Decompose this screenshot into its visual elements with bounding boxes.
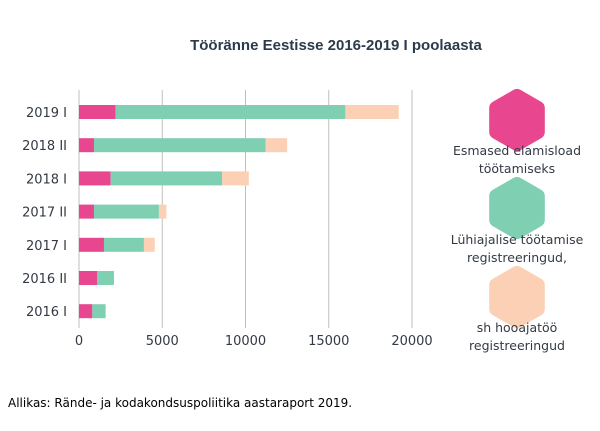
bar-segment-1: [79, 204, 94, 219]
x-tick-label: 5000: [146, 334, 179, 349]
bars: [79, 105, 399, 319]
x-tick-label: 10000: [225, 334, 266, 349]
grid-lines: [78, 90, 413, 328]
bar-segment-3: [143, 237, 155, 252]
bar-segment-1: [79, 237, 104, 252]
bar-segment-2: [103, 237, 144, 252]
legend-swatch-3: [489, 266, 545, 328]
bar-segment-2: [115, 105, 346, 119]
legend: Esmased elamisload töötamiseks Lühiajalise…: [451, 89, 584, 353]
legend-label: töötamiseks: [479, 161, 555, 176]
legend-label: registreeringud,: [467, 250, 567, 265]
bar-segment-1: [79, 138, 94, 153]
bar-segment-2: [93, 204, 159, 219]
y-axis-labels: 2019 I 2018 II 2018 I 2017 II 2017 I 2016 II 2…: [22, 106, 67, 320]
legend-label: sh hooajatöö: [477, 320, 558, 335]
bar-segment-2: [110, 171, 223, 186]
y-tick-label: 2016 II: [22, 272, 67, 287]
legend-label: registreeringud: [469, 338, 565, 353]
bar-segment-2: [92, 304, 106, 319]
bar-segment-1: [79, 304, 93, 319]
bar-segment-3: [345, 105, 399, 119]
bar-segment-1: [79, 105, 116, 119]
bar-segment-2: [97, 271, 114, 285]
y-tick-label: 2017 I: [26, 239, 67, 254]
source-note: Allikas: Rände- ja kodakondsuspoliitika …: [8, 396, 352, 410]
x-tick-label: 20000: [391, 334, 432, 349]
bar-segment-1: [79, 271, 98, 285]
legend-label: Esmased elamisload: [453, 143, 581, 158]
legend-swatch-1: [489, 89, 545, 151]
bar-segment-2: [93, 138, 266, 153]
legend-label: Lühiajalise töötamise: [451, 232, 584, 247]
x-tick-label: 0: [75, 334, 83, 349]
bar-segment-3: [265, 138, 288, 153]
bar-segment-3: [158, 204, 167, 219]
y-tick-label: 2016 I: [26, 305, 67, 320]
y-tick-label: 2018 II: [22, 139, 67, 154]
y-tick-label: 2018 I: [26, 172, 67, 187]
chart-title: Tööränne Eestisse 2016-2019 I poolaasta: [190, 37, 482, 54]
x-axis-labels: 0 5000 10000 15000 20000: [75, 334, 433, 349]
y-tick-label: 2017 II: [22, 206, 67, 221]
legend-swatch-2: [489, 177, 545, 239]
x-tick-label: 15000: [308, 334, 349, 349]
y-tick-label: 2019 I: [26, 106, 67, 121]
bar-segment-3: [222, 171, 249, 186]
bar-segment-1: [79, 171, 111, 186]
